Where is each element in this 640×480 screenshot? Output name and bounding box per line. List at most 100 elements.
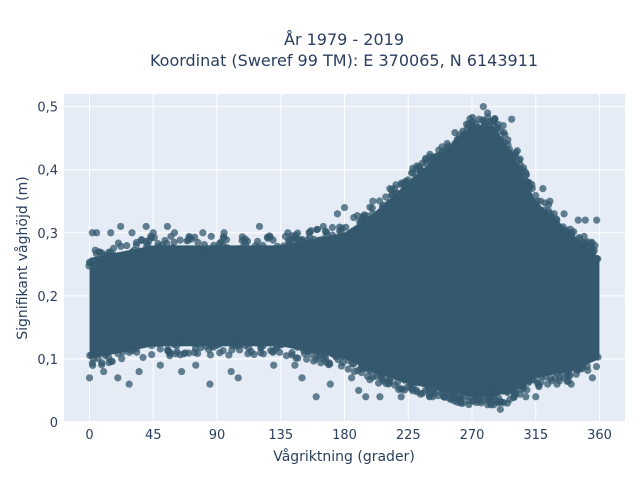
data-point [500, 128, 508, 137]
y-tick-labels: 0 0,1 0,2 0,3 0,4 0,5 [37, 101, 58, 431]
y-tick-label: 0,5 [37, 101, 58, 116]
data-point [312, 393, 320, 401]
data-point [411, 178, 419, 186]
data-point [206, 351, 215, 359]
data-point [234, 374, 242, 382]
data-point [553, 216, 561, 224]
data-point [199, 229, 207, 237]
data-point [285, 241, 293, 249]
dense-point-band [89, 125, 600, 397]
data-point [515, 156, 523, 164]
data-point [305, 229, 313, 237]
data-point [565, 371, 573, 379]
data-point [142, 222, 150, 231]
data-point [269, 236, 277, 244]
data-point [574, 216, 582, 224]
data-point [423, 171, 431, 179]
data-point [148, 351, 156, 359]
data-point [259, 341, 267, 350]
data-point [326, 237, 334, 245]
data-point [546, 197, 554, 205]
data-point [580, 232, 588, 240]
data-point [139, 353, 147, 362]
data-point [345, 235, 353, 243]
data-point [136, 249, 144, 257]
data-point [298, 374, 306, 382]
data-point [570, 228, 578, 236]
data-point [163, 239, 171, 247]
data-point [434, 160, 442, 168]
data-point [459, 399, 467, 407]
data-point [332, 234, 340, 242]
data-point [284, 338, 292, 346]
data-point [114, 374, 122, 382]
data-point [419, 377, 427, 385]
data-point [379, 201, 387, 209]
data-point [291, 361, 299, 369]
data-point [560, 210, 568, 218]
data-point [166, 348, 174, 357]
data-point [253, 237, 262, 245]
data-point [347, 374, 356, 382]
data-point [593, 216, 601, 224]
data-point [293, 229, 302, 237]
data-point [319, 222, 327, 231]
data-point [160, 248, 169, 257]
data-point [346, 351, 355, 359]
data-point [185, 349, 193, 357]
data-point [397, 393, 405, 401]
data-point [355, 386, 363, 395]
data-point [540, 212, 548, 220]
x-tick-label: 45 [145, 428, 162, 443]
data-point [127, 255, 135, 263]
data-point [176, 236, 184, 244]
data-point [525, 178, 533, 186]
x-tick-label: 225 [396, 428, 421, 443]
data-point [163, 222, 172, 231]
data-point [109, 244, 118, 252]
data-point [176, 247, 184, 255]
data-point [270, 361, 278, 369]
data-point [128, 229, 136, 237]
data-point [479, 103, 487, 111]
data-point [313, 225, 321, 234]
data-point [170, 229, 179, 237]
data-point [222, 236, 231, 244]
data-point [457, 134, 465, 142]
data-point [363, 212, 371, 220]
data-point [149, 229, 157, 237]
x-tick-label: 0 [85, 428, 93, 443]
data-point [187, 235, 196, 243]
data-point [465, 393, 473, 401]
data-point [241, 235, 249, 243]
data-point [463, 133, 471, 141]
x-tick-label: 315 [523, 428, 548, 443]
data-point [387, 366, 395, 374]
data-point [259, 241, 267, 250]
x-tick-label: 270 [460, 428, 485, 443]
data-point [460, 393, 468, 401]
data-point [282, 352, 290, 360]
data-point [522, 393, 530, 401]
data-point [152, 248, 160, 256]
data-point [393, 378, 402, 387]
data-point [133, 348, 141, 356]
data-point [385, 198, 393, 207]
data-point [288, 349, 296, 357]
data-point [177, 367, 186, 376]
data-point [386, 185, 394, 193]
data-point [532, 191, 540, 200]
data-point [581, 352, 589, 361]
data-point [226, 248, 235, 256]
data-point [170, 238, 178, 246]
data-point [440, 393, 448, 401]
data-point [475, 115, 483, 123]
data-point [337, 228, 345, 236]
data-point [107, 229, 115, 237]
data-point [528, 184, 536, 193]
data-point [592, 362, 601, 371]
data-point [101, 259, 109, 267]
data-point [362, 393, 370, 401]
data-point [321, 354, 330, 362]
data-point [326, 380, 334, 388]
